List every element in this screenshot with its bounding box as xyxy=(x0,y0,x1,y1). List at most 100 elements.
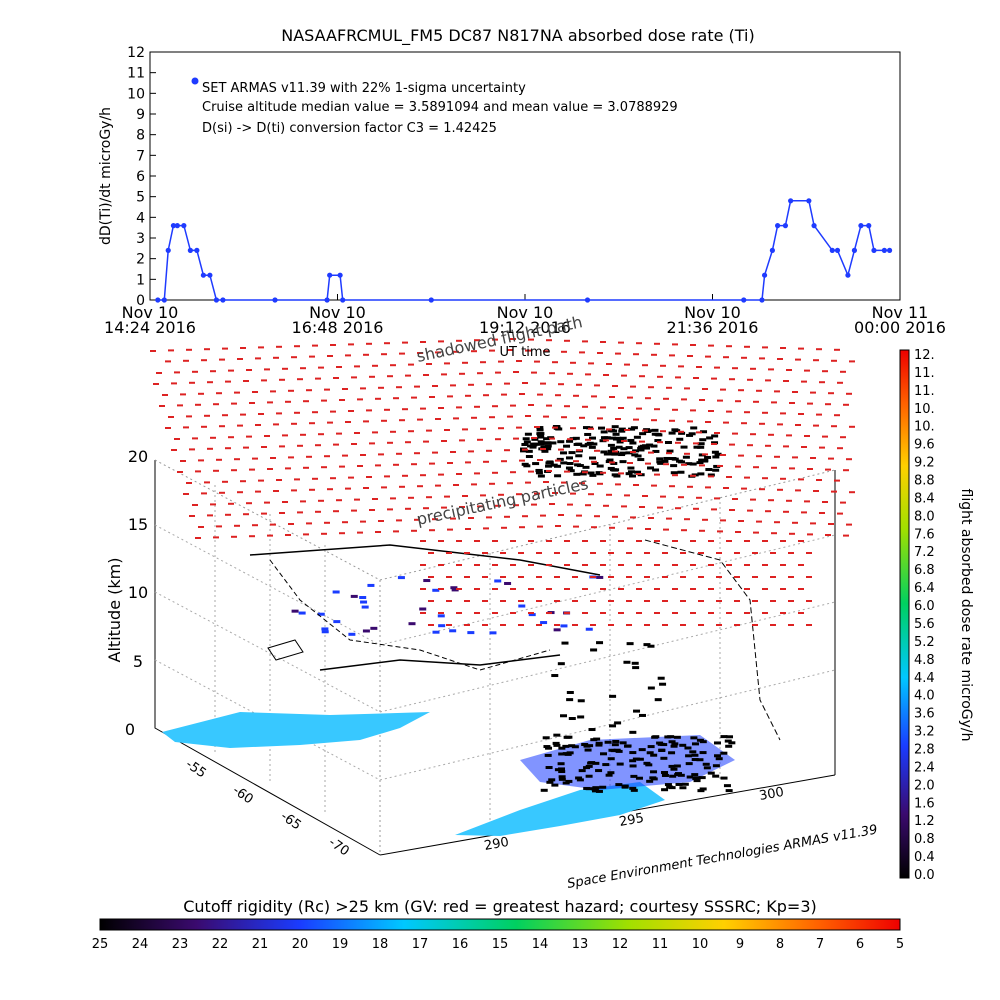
dose-rate-tick-label: 8.8 xyxy=(914,474,935,489)
particle-mark xyxy=(636,407,642,410)
particle-mark xyxy=(750,433,756,436)
particle-mark xyxy=(680,624,686,626)
flight-point xyxy=(551,674,559,678)
cutoff-tick-label: 25 xyxy=(92,937,109,952)
particle-mark xyxy=(489,482,495,485)
particle-mark xyxy=(594,384,600,387)
dose-rate-point xyxy=(866,223,872,229)
particle-mark xyxy=(291,356,297,359)
particle-mark xyxy=(771,532,777,535)
top-y-tick-label: 7 xyxy=(136,148,145,164)
particle-mark xyxy=(537,525,543,528)
particle-mark xyxy=(366,409,372,412)
flight-point xyxy=(565,779,573,783)
flight-point xyxy=(606,458,614,462)
particle-mark xyxy=(654,564,660,566)
particle-mark xyxy=(555,394,561,397)
flight-point xyxy=(589,473,597,477)
particle-mark xyxy=(636,588,642,590)
particle-mark xyxy=(519,459,525,462)
particle-mark xyxy=(177,404,183,407)
particle-mark xyxy=(806,552,812,554)
particle-mark xyxy=(780,564,786,566)
particle-mark xyxy=(675,441,681,444)
particle-mark xyxy=(453,350,459,353)
flight-point xyxy=(652,449,660,453)
particle-mark xyxy=(378,520,384,522)
particle-mark xyxy=(621,374,627,377)
flight-point xyxy=(632,757,640,761)
particle-mark xyxy=(741,422,747,425)
flight-point xyxy=(521,442,529,446)
particle-mark xyxy=(636,540,642,542)
dose-rate-point xyxy=(161,297,167,303)
dose-rate-point xyxy=(181,223,187,229)
flight-point xyxy=(558,752,566,756)
particle-mark xyxy=(630,516,636,519)
lat-tick-60: -60 xyxy=(230,783,256,807)
particle-mark xyxy=(423,507,429,510)
dose-rate-tick-label: 6.0 xyxy=(914,599,935,614)
particle-mark xyxy=(734,552,740,554)
particle-mark xyxy=(600,341,606,343)
particle-mark xyxy=(297,511,303,514)
particle-mark xyxy=(564,470,570,473)
particle-mark xyxy=(825,403,831,406)
particle-mark xyxy=(464,576,470,578)
particle-mark xyxy=(498,427,504,430)
flight-point xyxy=(618,427,626,431)
particle-mark xyxy=(549,372,555,375)
particle-mark xyxy=(789,532,795,535)
flight-point xyxy=(706,436,714,440)
particle-mark xyxy=(210,370,216,373)
flight-point xyxy=(670,767,678,771)
particle-mark xyxy=(608,624,614,626)
particle-mark xyxy=(438,407,444,409)
flight-point xyxy=(637,448,645,452)
flight-point xyxy=(524,432,532,436)
particle-mark xyxy=(153,383,159,385)
particle-mark xyxy=(309,488,315,491)
particle-mark xyxy=(681,529,687,532)
particle-mark xyxy=(612,515,618,518)
flight-point xyxy=(554,474,562,478)
flight-point xyxy=(657,676,665,680)
particle-mark xyxy=(420,612,426,614)
particle-mark xyxy=(288,523,294,525)
flight-point xyxy=(668,764,676,768)
particle-mark xyxy=(609,461,615,464)
particle-mark xyxy=(234,391,240,394)
particle-mark xyxy=(464,552,470,554)
cutoff-tick-label: 22 xyxy=(212,937,229,952)
particle-mark xyxy=(429,396,435,398)
flight-point xyxy=(629,759,637,763)
particle-mark xyxy=(384,408,390,411)
flight-point xyxy=(631,661,639,665)
particle-mark xyxy=(543,481,549,483)
cutoff-rigidity-colorbar xyxy=(99,918,901,931)
particle-mark xyxy=(678,496,684,499)
particle-mark xyxy=(780,612,786,614)
flight-point xyxy=(656,457,664,461)
scene-left-edge xyxy=(154,460,381,856)
particle-mark xyxy=(282,501,288,503)
particle-mark xyxy=(534,360,540,363)
flight-point xyxy=(577,699,585,703)
particle-mark xyxy=(288,389,294,392)
legend-marker xyxy=(191,77,199,85)
particle-mark xyxy=(513,437,519,440)
particle-mark xyxy=(483,527,489,530)
flight-point xyxy=(537,442,545,446)
cutoff-tick-label: 24 xyxy=(132,937,149,952)
particle-mark xyxy=(600,471,606,474)
particle-mark xyxy=(468,450,474,453)
particle-mark xyxy=(734,600,740,602)
particle-mark xyxy=(741,356,747,359)
altitude-tick-10: 10 xyxy=(128,583,148,602)
particle-mark xyxy=(759,422,765,425)
flight-point xyxy=(558,775,566,779)
particle-mark xyxy=(363,353,369,356)
flight-point xyxy=(530,442,538,446)
particle-mark xyxy=(564,612,570,614)
flight-point xyxy=(535,471,543,475)
